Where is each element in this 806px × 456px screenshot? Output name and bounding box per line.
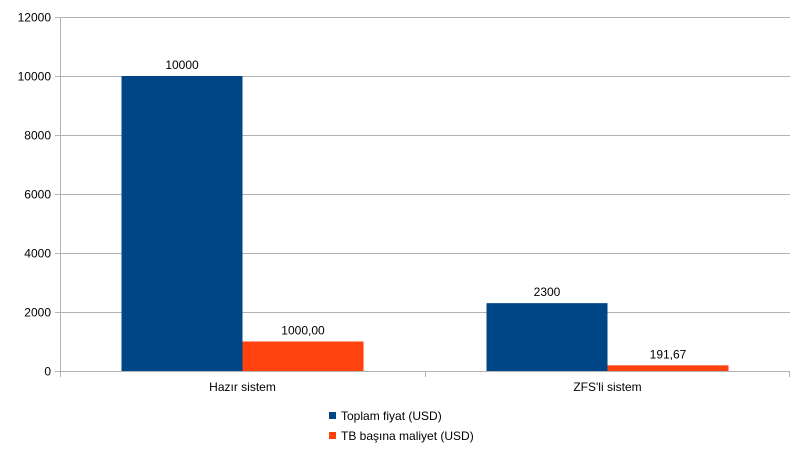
y-tick-label: 0 [44, 365, 51, 379]
axes [55, 17, 790, 377]
y-tick-label: 2000 [24, 306, 51, 320]
bar [121, 76, 243, 371]
y-tick-label: 4000 [24, 247, 51, 261]
x-axis-categories: Hazır sistem ZFS'li sistem [209, 380, 641, 394]
legend-swatch [329, 432, 336, 439]
y-tick-label: 12000 [18, 11, 52, 25]
y-tick-label: 8000 [24, 129, 51, 143]
data-label: 2300 [534, 285, 561, 299]
bars [121, 76, 729, 371]
legend: Toplam fiyat (USD) TB başına maliyet (USD… [329, 409, 474, 443]
x-category-label: ZFS'li sistem [573, 380, 641, 394]
data-label: 10000 [165, 58, 199, 72]
bar [607, 365, 729, 371]
bar [242, 341, 364, 371]
data-label: 1000,00 [281, 324, 325, 338]
legend-label: TB başına maliyet (USD) [341, 429, 474, 443]
y-tick-label: 6000 [24, 188, 51, 202]
legend-swatch [329, 412, 336, 419]
x-category-label: Hazır sistem [209, 380, 276, 394]
data-labels: 10000 1000,00 2300 191,67 [165, 58, 686, 361]
y-tick-label: 10000 [18, 70, 52, 84]
y-axis-ticks: 0 2000 4000 6000 8000 10000 12000 [18, 11, 60, 379]
data-label: 191,67 [650, 347, 687, 361]
legend-label: Toplam fiyat (USD) [341, 409, 442, 423]
bar [486, 303, 608, 371]
